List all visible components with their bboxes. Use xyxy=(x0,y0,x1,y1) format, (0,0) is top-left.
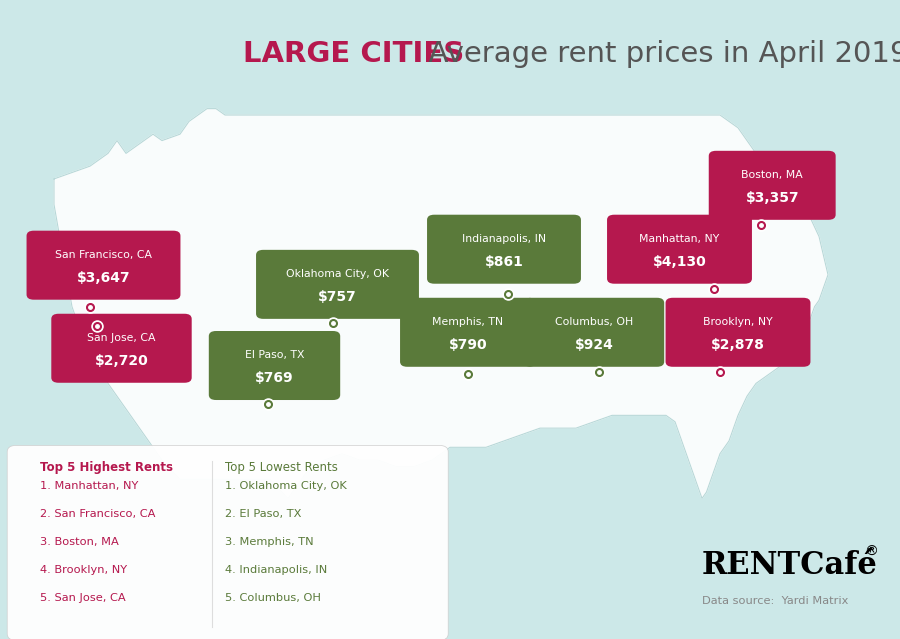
FancyBboxPatch shape xyxy=(209,331,340,400)
Text: Boston, MA: Boston, MA xyxy=(742,170,803,180)
Text: Average rent prices in April 2019: Average rent prices in April 2019 xyxy=(410,40,900,68)
Polygon shape xyxy=(54,109,828,498)
Text: Brooklyn, NY: Brooklyn, NY xyxy=(703,317,773,327)
FancyBboxPatch shape xyxy=(665,298,810,367)
Text: Manhattan, NY: Manhattan, NY xyxy=(639,234,720,244)
Text: 3. Boston, MA: 3. Boston, MA xyxy=(40,537,119,547)
Text: 5. San Jose, CA: 5. San Jose, CA xyxy=(40,593,126,603)
Text: 2. El Paso, TX: 2. El Paso, TX xyxy=(225,509,302,519)
FancyBboxPatch shape xyxy=(27,231,180,300)
Text: Indianapolis, IN: Indianapolis, IN xyxy=(462,234,546,244)
Text: LARGE CITIES: LARGE CITIES xyxy=(243,40,464,68)
FancyBboxPatch shape xyxy=(400,298,536,367)
Text: 5. Columbus, OH: 5. Columbus, OH xyxy=(225,593,321,603)
FancyBboxPatch shape xyxy=(256,250,418,319)
FancyBboxPatch shape xyxy=(709,151,835,220)
FancyBboxPatch shape xyxy=(7,445,448,639)
Text: $2,878: $2,878 xyxy=(711,338,765,352)
Text: $757: $757 xyxy=(318,290,357,304)
Text: Memphis, TN: Memphis, TN xyxy=(432,317,504,327)
FancyBboxPatch shape xyxy=(607,215,752,284)
FancyBboxPatch shape xyxy=(428,215,581,284)
Text: ®: ® xyxy=(864,545,878,559)
Text: 4. Indianapolis, IN: 4. Indianapolis, IN xyxy=(225,565,328,575)
Text: Columbus, OH: Columbus, OH xyxy=(555,317,633,327)
Text: $2,720: $2,720 xyxy=(94,354,148,368)
Text: El Paso, TX: El Paso, TX xyxy=(245,350,304,360)
Text: $3,647: $3,647 xyxy=(76,271,130,285)
Text: Top 5 Lowest Rents: Top 5 Lowest Rents xyxy=(225,461,338,474)
Text: $4,130: $4,130 xyxy=(652,255,706,269)
Text: $861: $861 xyxy=(484,255,524,269)
FancyBboxPatch shape xyxy=(524,298,664,367)
Text: 2. San Francisco, CA: 2. San Francisco, CA xyxy=(40,509,156,519)
Text: 4. Brooklyn, NY: 4. Brooklyn, NY xyxy=(40,565,128,575)
Text: 1. Manhattan, NY: 1. Manhattan, NY xyxy=(40,481,139,491)
Text: $790: $790 xyxy=(449,338,487,352)
Text: $769: $769 xyxy=(256,371,293,385)
Text: Data source:  Yardi Matrix: Data source: Yardi Matrix xyxy=(702,596,849,606)
FancyBboxPatch shape xyxy=(51,314,192,383)
Text: $924: $924 xyxy=(574,338,614,352)
Text: San Francisco, CA: San Francisco, CA xyxy=(55,250,152,260)
Text: $3,357: $3,357 xyxy=(745,191,799,205)
Text: Oklahoma City, OK: Oklahoma City, OK xyxy=(286,269,389,279)
Text: 1. Oklahoma City, OK: 1. Oklahoma City, OK xyxy=(225,481,346,491)
Text: San Jose, CA: San Jose, CA xyxy=(87,333,156,343)
Text: 3. Memphis, TN: 3. Memphis, TN xyxy=(225,537,313,547)
Text: RENTCafé: RENTCafé xyxy=(702,550,878,581)
Text: Top 5 Highest Rents: Top 5 Highest Rents xyxy=(40,461,174,474)
